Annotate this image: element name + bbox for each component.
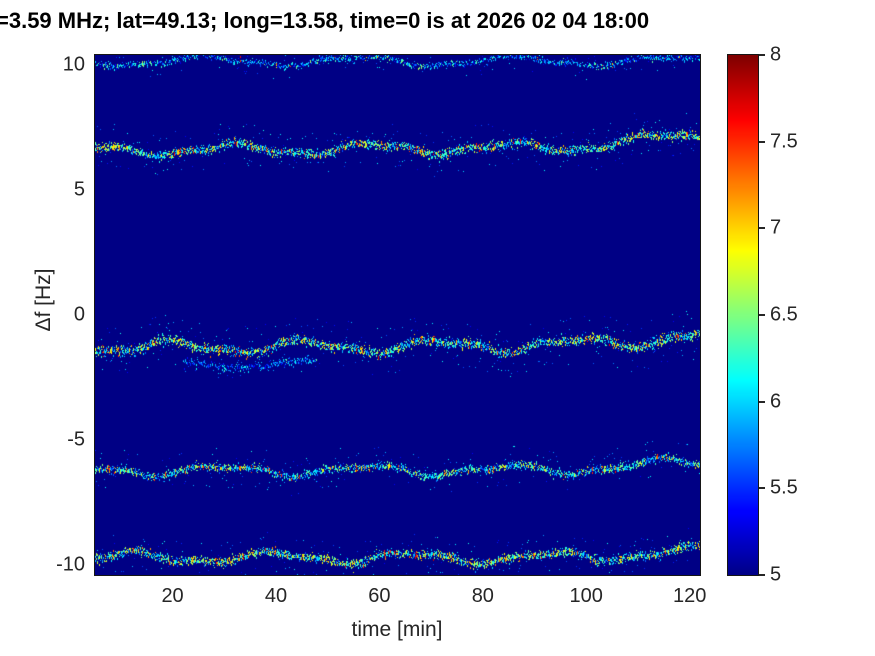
y-axis-label: Δf [Hz] — [32, 268, 55, 332]
y-tick-label: 0 — [73, 303, 85, 326]
colorbar-tick-mark — [759, 54, 765, 56]
spectrogram-canvas — [94, 54, 701, 576]
colorbar-tick-label: 6.5 — [770, 303, 798, 326]
y-tick-label: -10 — [56, 553, 85, 576]
x-tick-label: 60 — [368, 585, 391, 607]
x-tick-label: 40 — [264, 585, 288, 607]
colorbar-tick-label: 5.5 — [770, 476, 798, 499]
colorbar-tick-mark — [759, 400, 765, 403]
colorbar-tick-mark — [759, 227, 765, 230]
y-tick-label: 10 — [62, 53, 85, 76]
x-tick-label: 80 — [471, 585, 494, 607]
colorbar-tick-mark — [759, 487, 765, 490]
colorbar-canvas — [727, 54, 759, 576]
x-tick-label: 20 — [161, 585, 184, 607]
y-tick-label: 5 — [73, 178, 85, 201]
colorbar-tick-mark — [759, 140, 765, 143]
colorbar-tick-label: 7 — [770, 216, 782, 239]
colorbar-tick-label: 6 — [770, 390, 782, 413]
colorbar-tick-label: 7.5 — [770, 130, 798, 153]
plot-title: =3.59 MHz; lat=49.13; long=13.58, time=0… — [0, 8, 650, 33]
x-tick-label: 120 — [672, 585, 707, 607]
x-tick-label: 100 — [569, 585, 603, 607]
colorbar-tick-mark — [759, 314, 765, 316]
colorbar-tick-label: 5 — [770, 563, 782, 586]
y-tick-label: -5 — [67, 428, 85, 451]
x-axis-label: time [min] — [351, 618, 443, 641]
colorbar-tick-mark — [759, 574, 765, 576]
colorbar-tick-label: 8 — [770, 43, 782, 66]
